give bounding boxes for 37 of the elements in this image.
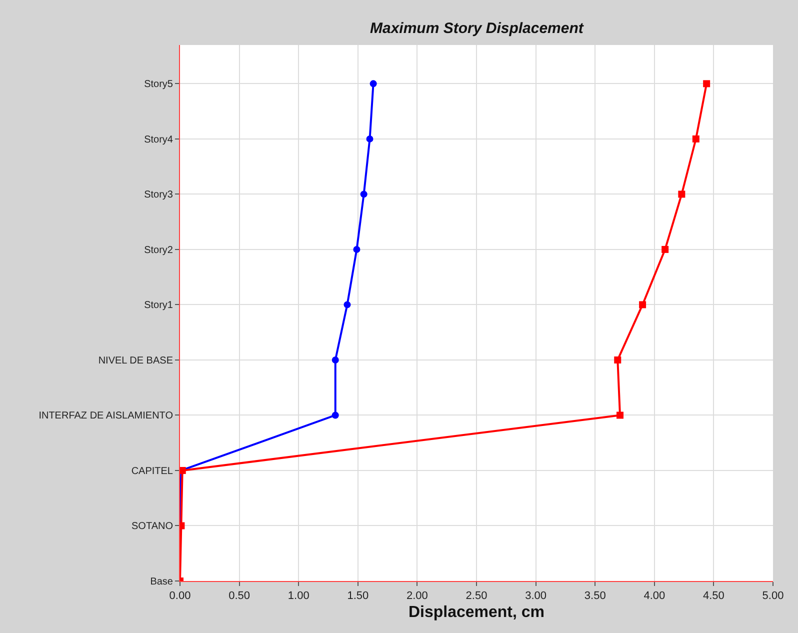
point bbox=[353, 246, 360, 253]
x-tick-label: 1.50 bbox=[347, 590, 369, 602]
y-tick-label: Story5 bbox=[144, 79, 174, 90]
y-tick-label: Story2 bbox=[144, 244, 174, 256]
y-tick-label: Base bbox=[150, 576, 174, 588]
y-tick-label: NIVEL DE BASE bbox=[98, 355, 174, 366]
x-tick-label: 4.50 bbox=[702, 590, 724, 602]
x-tick-label: 2.50 bbox=[466, 590, 488, 602]
point bbox=[614, 356, 622, 364]
y-tick-label: Story1 bbox=[144, 300, 174, 312]
point bbox=[332, 356, 339, 364]
x-tick-label: 4.00 bbox=[644, 590, 666, 602]
point bbox=[703, 80, 710, 88]
x-tick-label: 2.00 bbox=[406, 590, 428, 602]
point bbox=[678, 190, 686, 198]
point bbox=[332, 412, 339, 419]
y-tick-label: INTERFAZ DE AISLAMIENTO bbox=[38, 410, 174, 422]
chart-title: Maximum Story Displacement bbox=[370, 20, 584, 37]
x-tick-label: 3.00 bbox=[525, 590, 547, 602]
point bbox=[662, 246, 669, 253]
point bbox=[692, 135, 700, 142]
y-tick-label: CAPITEL bbox=[131, 466, 174, 477]
point bbox=[639, 301, 646, 308]
x-tick-label: 0.00 bbox=[169, 590, 191, 602]
point bbox=[616, 412, 624, 419]
point bbox=[344, 301, 351, 308]
x-tick-label: 3.50 bbox=[584, 590, 606, 602]
point bbox=[370, 80, 377, 88]
x-tick-label: 1.00 bbox=[288, 590, 310, 602]
y-tick-label: SOTANO bbox=[132, 521, 174, 532]
point bbox=[360, 190, 368, 198]
point bbox=[366, 135, 374, 142]
y-tick-label: Story4 bbox=[144, 134, 174, 146]
x-axis-title: Displacement, cm bbox=[408, 604, 545, 621]
x-tick-label: 5.00 bbox=[762, 590, 784, 602]
x-tick-label: 0.50 bbox=[228, 590, 250, 602]
y-tick-label: Story3 bbox=[144, 190, 174, 201]
